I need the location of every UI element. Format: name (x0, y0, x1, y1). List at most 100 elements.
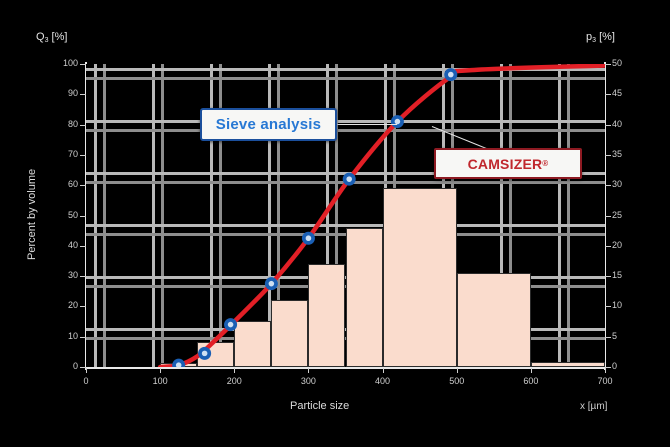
mesh-wire-vertical (326, 64, 329, 367)
right-tick (605, 154, 611, 156)
x-tick-label: 400 (375, 376, 391, 386)
histogram-bar (308, 263, 346, 367)
right-tick (605, 276, 611, 278)
histogram-bar (530, 362, 605, 367)
right-tick-label: 5 (612, 330, 618, 341)
right-tick-label: 30 (612, 179, 623, 190)
mesh-wire-vertical (210, 64, 213, 367)
x-tick-label: 700 (597, 376, 613, 386)
left-tick-label: 100 (62, 58, 78, 68)
mesh-wire-vertical (500, 64, 503, 367)
x-tick-label: 0 (83, 376, 89, 386)
left-tick (80, 306, 86, 308)
mesh-wire-vertical (509, 64, 512, 367)
callout-sieve-analysis[interactable]: Sieve analysis (200, 108, 337, 141)
left-tick (80, 64, 86, 65)
registered-mark-icon: ® (542, 159, 549, 168)
mesh-wire-vertical (161, 64, 164, 367)
mesh-wire-horizontal (86, 129, 605, 132)
x-tick (456, 368, 458, 373)
x-axis-label: Particle size (290, 400, 350, 412)
right-tick-label: 10 (612, 300, 623, 311)
left-tick (80, 245, 86, 247)
histogram-bar (271, 300, 309, 367)
left-tick-label: 60 (67, 179, 78, 190)
right-tick-label: 35 (612, 148, 623, 159)
mesh-wire-horizontal (86, 224, 605, 227)
left-tick (80, 94, 86, 96)
right-tick (605, 336, 611, 338)
left-tick-label: 10 (67, 330, 78, 341)
mesh-wire-vertical (94, 64, 97, 367)
mesh-wire-vertical (268, 64, 271, 367)
x-tick (160, 368, 162, 373)
mesh-wire-horizontal (86, 120, 605, 123)
left-tick (80, 154, 86, 156)
left-tick-label: 70 (67, 148, 78, 159)
x-tick (605, 368, 606, 373)
mesh-wire-horizontal (86, 77, 605, 80)
cumulative-curve (157, 64, 605, 367)
histogram-bar (345, 227, 383, 367)
mesh-wire-vertical (335, 64, 338, 367)
callout-sieve-label: Sieve analysis (215, 116, 322, 133)
curve-marker (198, 346, 212, 360)
right-tick-label: 0 (612, 361, 618, 371)
right-tick-label: 45 (612, 88, 623, 99)
x-tick (530, 368, 532, 373)
mesh-wire-horizontal (86, 172, 605, 175)
histogram-bar (456, 273, 531, 367)
left-axis-title: Q3 [%] (36, 31, 68, 44)
right-tick-label: 40 (612, 118, 623, 129)
left-tick (80, 215, 86, 217)
mesh-wire-vertical (277, 64, 280, 367)
right-tick (605, 185, 611, 187)
leader-line-sieve (337, 124, 397, 125)
right-tick (605, 306, 611, 308)
x-tick (86, 368, 87, 373)
mesh-wire-vertical (103, 64, 106, 367)
right-tick (605, 94, 611, 96)
mesh-wire-vertical (152, 64, 155, 367)
y-axis-label: Percent by volume (26, 168, 38, 260)
right-tick (605, 245, 611, 247)
right-tick-label: 15 (612, 270, 623, 281)
left-tick-label: 30 (67, 270, 78, 281)
right-tick (605, 367, 611, 368)
right-tick-label: 20 (612, 239, 623, 250)
plot-area (86, 64, 605, 367)
right-tick (605, 124, 611, 126)
x-axis-line (85, 367, 606, 369)
curve-marker (301, 231, 315, 245)
right-tick (605, 215, 611, 217)
x-tick (382, 368, 384, 373)
left-tick (80, 124, 86, 126)
right-tick-label: 50 (612, 58, 623, 68)
left-tick-label: 80 (67, 118, 78, 129)
left-tick-label: 20 (67, 300, 78, 311)
mesh-wire-vertical (567, 64, 570, 367)
curve-marker (390, 115, 404, 129)
x-axis-unit: x [µm] (580, 401, 608, 412)
mesh-wire-vertical (219, 64, 222, 367)
x-tick-label: 200 (226, 376, 242, 386)
left-tick-label: 90 (67, 88, 78, 99)
right-tick-label: 25 (612, 209, 623, 220)
callout-camsizer[interactable]: CAMSIZER ® (434, 148, 582, 179)
curve-marker (342, 172, 356, 186)
x-tick-label: 100 (152, 376, 168, 386)
mesh-wire-horizontal (86, 68, 605, 71)
left-tick (80, 276, 86, 278)
left-tick (80, 367, 86, 368)
curve-marker (224, 318, 238, 332)
left-tick-label: 40 (67, 239, 78, 250)
right-axis-title: p3 [%] (586, 31, 615, 44)
mesh-wire-vertical (558, 64, 561, 367)
curve-marker (172, 358, 186, 367)
histogram-bar (234, 320, 272, 367)
callout-camsizer-label: CAMSIZER (467, 155, 543, 172)
curve-marker (264, 277, 278, 291)
x-tick (234, 368, 236, 373)
right-tick (605, 64, 611, 65)
